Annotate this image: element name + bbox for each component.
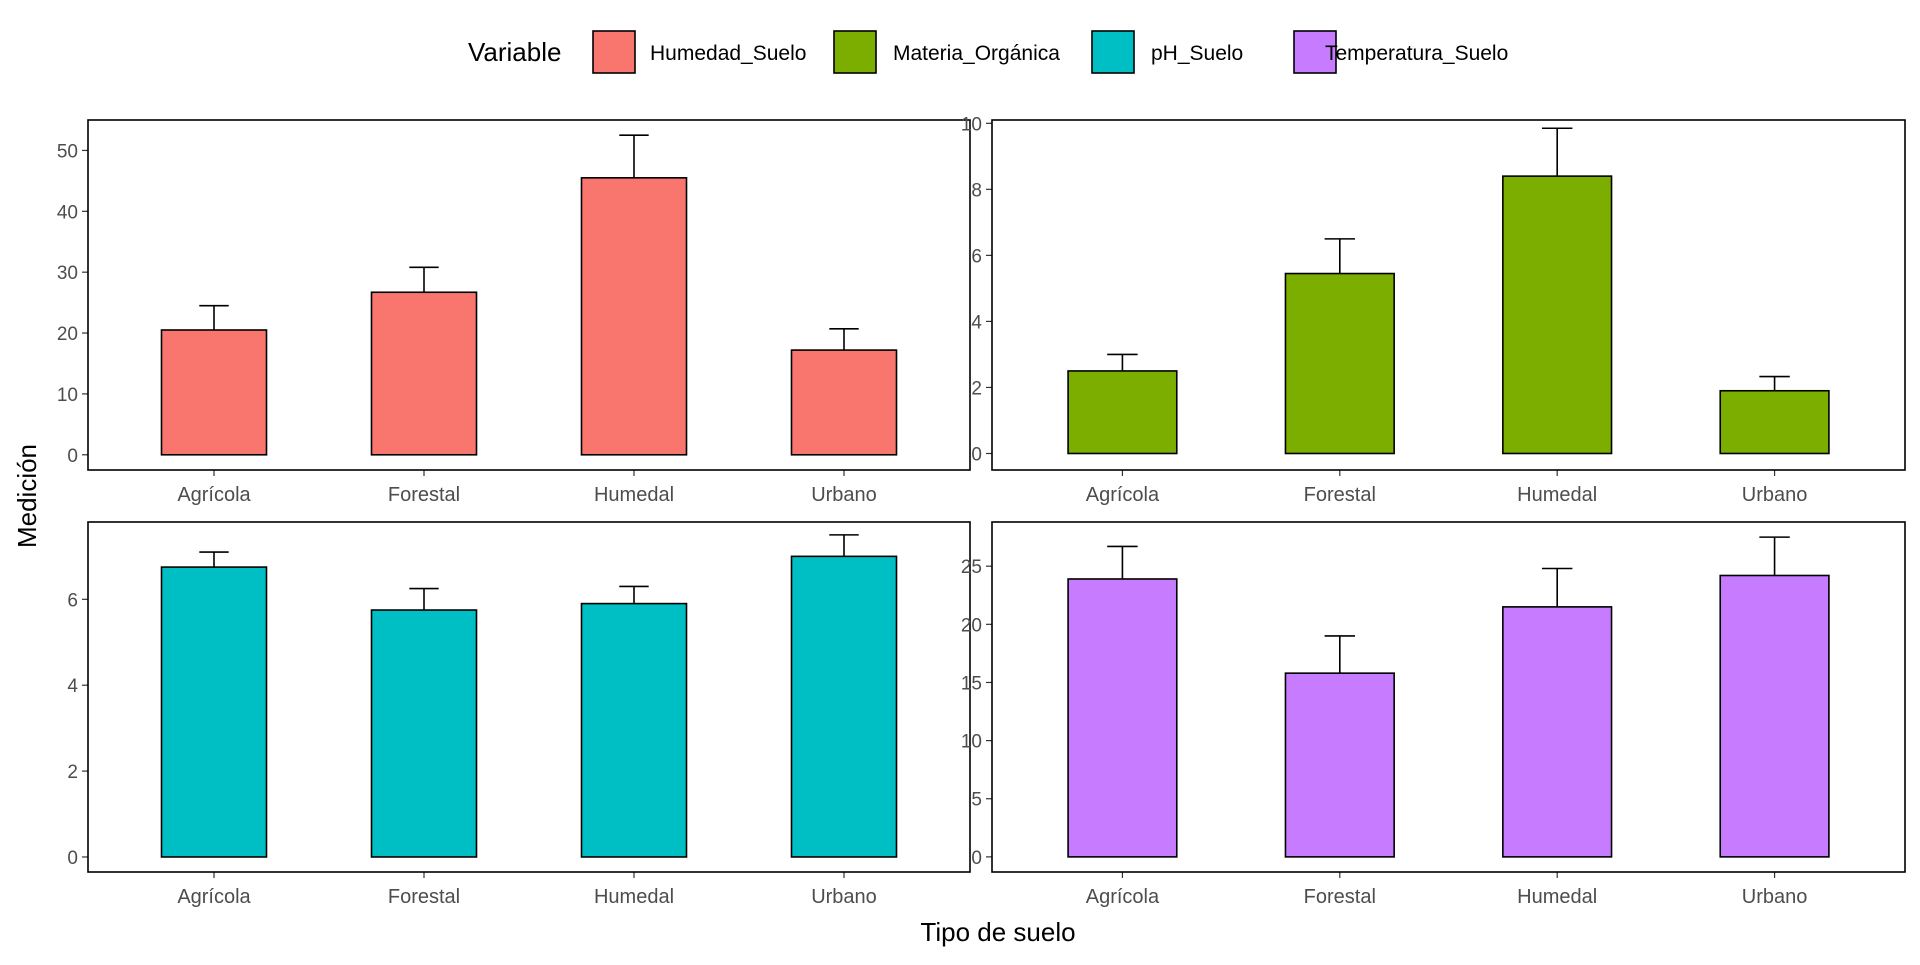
x-tick-label-1-1: Forestal (1304, 484, 1376, 506)
x-tick-label-2-1: Forestal (388, 886, 460, 908)
y-tick-label-3-0: 0 (971, 848, 982, 869)
x-tick-label-3-1: Forestal (1304, 886, 1376, 908)
x-tick-label-2-2: Humedal (594, 886, 674, 908)
x-tick-label-0-2: Humedal (594, 484, 674, 506)
bar-2-2 (580, 602, 688, 858)
bar-2-0 (160, 566, 268, 858)
x-tick-label-1-2: Humedal (1517, 484, 1597, 506)
bar-1-2 (1502, 175, 1613, 455)
y-tick-label-1-4: 8 (971, 180, 982, 201)
y-tick-label-0-2: 20 (57, 324, 78, 345)
bar-0-0 (160, 329, 268, 456)
y-tick-label-0-5: 50 (57, 141, 78, 162)
bar-0-2 (580, 177, 688, 456)
legend-label-2: pH_Suelo (1151, 42, 1243, 65)
y-tick-label-0-1: 10 (57, 385, 78, 406)
bar-0-1 (370, 291, 478, 456)
y-tick-label-1-0: 0 (971, 444, 982, 465)
y-tick-label-1-1: 2 (971, 378, 982, 399)
y-tick-label-3-2: 10 (961, 732, 982, 753)
legend-label-3: Temperatura_Suelo (1325, 42, 1508, 65)
x-tick-label-3-3: Urbano (1742, 886, 1808, 908)
x-tick-label-3-0: Agrícola (1086, 886, 1160, 908)
y-tick-label-2-3: 6 (67, 590, 78, 611)
x-tick-label-3-2: Humedal (1517, 886, 1597, 908)
y-tick-label-3-3: 15 (961, 673, 982, 694)
y-tick-label-0-0: 0 (67, 446, 78, 467)
y-tick-label-0-3: 30 (57, 263, 78, 284)
bar-2-3 (790, 555, 898, 858)
bar-1-3 (1719, 389, 1830, 455)
y-tick-label-1-5: 10 (961, 114, 982, 135)
bar-0-3 (790, 349, 898, 456)
x-tick-label-2-3: Urbano (811, 886, 877, 908)
legend-key-0 (592, 30, 636, 74)
bar-3-2 (1502, 606, 1613, 858)
y-tick-label-3-1: 5 (971, 790, 982, 811)
x-tick-label-1-3: Urbano (1742, 484, 1808, 506)
panel-border-1 (991, 119, 1906, 471)
y-tick-label-2-1: 2 (67, 762, 78, 783)
y-tick-label-2-2: 4 (67, 676, 78, 697)
bar-3-3 (1719, 574, 1830, 858)
bar-1-1 (1284, 272, 1395, 455)
legend-title: Variable (468, 37, 561, 67)
bar-3-0 (1067, 578, 1178, 858)
legend-label-0: Humedad_Suelo (650, 42, 806, 65)
bar-2-1 (370, 609, 478, 858)
legend-key-3 (1293, 30, 1337, 74)
y-axis-title: Medición (12, 444, 42, 548)
panel-border-0 (87, 119, 971, 471)
y-tick-label-1-3: 6 (971, 246, 982, 267)
bar-1-0 (1067, 370, 1178, 455)
x-tick-label-0-1: Forestal (388, 484, 460, 506)
y-tick-label-0-4: 40 (57, 202, 78, 223)
legend-key-2 (1091, 30, 1135, 74)
x-axis-title: Tipo de suelo (920, 917, 1075, 947)
y-tick-label-3-4: 20 (961, 615, 982, 636)
x-tick-label-0-3: Urbano (811, 484, 877, 506)
x-tick-label-1-0: Agrícola (1086, 484, 1160, 506)
x-tick-label-2-0: Agrícola (177, 886, 251, 908)
legend-label-1: Materia_Orgánica (893, 42, 1060, 65)
y-tick-label-2-0: 0 (67, 848, 78, 869)
legend-key-1 (833, 30, 877, 74)
panel-border-2 (87, 521, 971, 873)
y-tick-label-1-2: 4 (971, 312, 982, 333)
x-tick-label-0-0: Agrícola (177, 484, 251, 506)
y-tick-label-3-5: 25 (961, 557, 982, 578)
bar-3-1 (1284, 672, 1395, 858)
panel-border-3 (991, 521, 1906, 873)
